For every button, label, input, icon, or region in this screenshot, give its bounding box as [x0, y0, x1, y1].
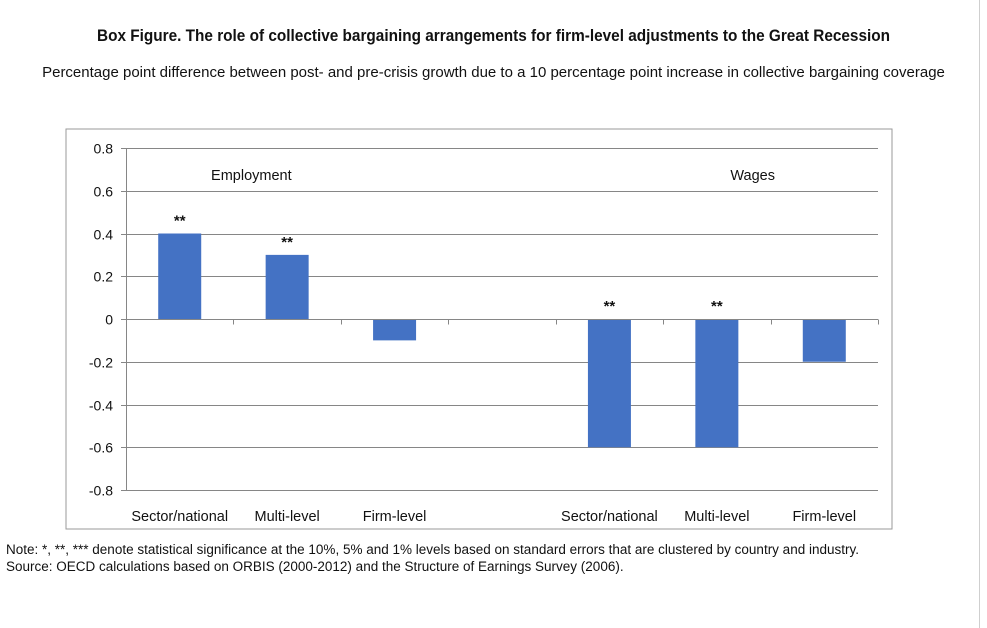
- bar: [802, 319, 846, 362]
- x-category-label: Multi-level: [255, 509, 320, 525]
- bar: [158, 233, 202, 319]
- y-tick-label: 0.8: [94, 141, 114, 157]
- page-edge-line: [979, 0, 980, 628]
- x-category-label: Sector/national: [561, 509, 658, 525]
- group-label: Employment: [211, 168, 292, 184]
- y-tick-label: 0.6: [94, 184, 114, 200]
- figure-title: Box Figure. The role of collective barga…: [96, 27, 891, 45]
- y-tick-label: 0: [105, 312, 113, 328]
- x-category-label: Firm-level: [363, 509, 427, 525]
- gridlines: [126, 148, 878, 491]
- y-tick-label: -0.8: [89, 483, 113, 499]
- y-tick-label: -0.2: [89, 355, 113, 371]
- figure-subtitle: Percentage point difference between post…: [42, 64, 945, 81]
- bar: [695, 319, 739, 448]
- bar: [373, 319, 417, 341]
- axes: [121, 148, 879, 491]
- note-text: Note: *, **, *** denote statistical sign…: [6, 542, 859, 557]
- bar: [587, 319, 631, 448]
- y-tick-label: -0.4: [89, 398, 113, 414]
- significance-marker: **: [711, 298, 723, 315]
- y-axis-tick-labels: 0.8 0.6 0.4 0.2 0 -0.2 -0.4 -0.6 -0.8: [89, 141, 113, 499]
- significance-marker: **: [604, 298, 616, 315]
- y-tick-label: -0.6: [89, 440, 113, 456]
- x-category-label: Firm-level: [792, 509, 856, 525]
- significance-marker: **: [281, 234, 293, 251]
- x-category-label: Multi-level: [684, 509, 749, 525]
- bar: [265, 254, 309, 319]
- bars: [158, 233, 846, 448]
- group-label: Wages: [730, 168, 775, 184]
- y-tick-label: 0.4: [94, 227, 114, 243]
- x-axis-category-labels: Sector/national Multi-level Firm-level Sect…: [131, 509, 856, 525]
- y-tick-label: 0.2: [94, 269, 114, 285]
- figure-notes: Note: *, **, *** denote statistical sign…: [6, 542, 978, 575]
- significance-markers: ** ** ** **: [174, 213, 723, 316]
- bar-chart: 0.8 0.6 0.4 0.2 0 -0.2 -0.4 -0.6 -0.8 ** ** ** ** S…: [65, 128, 893, 530]
- group-labels: Employment Wages: [211, 168, 775, 184]
- significance-marker: **: [174, 213, 186, 230]
- source-text: Source: OECD calculations based on ORBIS…: [6, 558, 624, 574]
- plot-frame: [65, 128, 893, 530]
- x-category-label: Sector/national: [131, 509, 228, 525]
